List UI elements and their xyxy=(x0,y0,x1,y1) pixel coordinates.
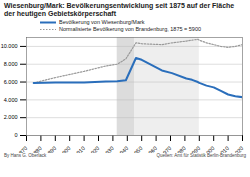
svg-text:1990: 1990 xyxy=(188,145,201,153)
svg-text:1900: 1900 xyxy=(59,145,72,153)
svg-text:1980: 1980 xyxy=(174,145,187,153)
svg-text:1910: 1910 xyxy=(73,145,86,153)
svg-text:4.000: 4.000 xyxy=(4,97,18,103)
svg-text:2000: 2000 xyxy=(203,145,216,153)
html-text:Wiesenburg/Mark: Bevölkerungse: Wiesenburg/Mark: Bevölkerungsentwicklung… xyxy=(4,2,235,17)
svg-text:2.000: 2.000 xyxy=(4,114,18,120)
svg-text:1890: 1890 xyxy=(44,145,57,153)
svg-text:8.000: 8.000 xyxy=(4,61,18,67)
svg-text:0: 0 xyxy=(14,132,17,138)
html-text:Quellen: Amt für Statistik Ber: Quellen: Amt für Statistik Berlin-Brande… xyxy=(156,153,246,158)
svg-text:2010: 2010 xyxy=(217,145,230,153)
svg-text:1870: 1870 xyxy=(16,145,29,153)
svg-text:1950: 1950 xyxy=(131,145,144,153)
svg-text:1970: 1970 xyxy=(160,145,173,153)
svg-text:1960: 1960 xyxy=(145,145,158,153)
svg-text:10.000: 10.000 xyxy=(1,43,18,49)
svg-text:2020: 2020 xyxy=(232,145,245,153)
html-text:By Hans G. Oberlack: By Hans G. Oberlack xyxy=(4,153,47,158)
html-text:Bevölkerung von Wiesenburg/Mar: Bevölkerung von Wiesenburg/Mark xyxy=(59,19,145,25)
svg-text:6.000: 6.000 xyxy=(4,79,18,85)
svg-text:1880: 1880 xyxy=(30,145,43,153)
html-text:Normalisierte Bevölkerung von: Normalisierte Bevölkerung von Brandenbur… xyxy=(59,26,201,32)
svg-text:1920: 1920 xyxy=(88,145,101,153)
svg-text:1930: 1930 xyxy=(102,145,115,153)
svg-text:1940: 1940 xyxy=(116,145,129,153)
